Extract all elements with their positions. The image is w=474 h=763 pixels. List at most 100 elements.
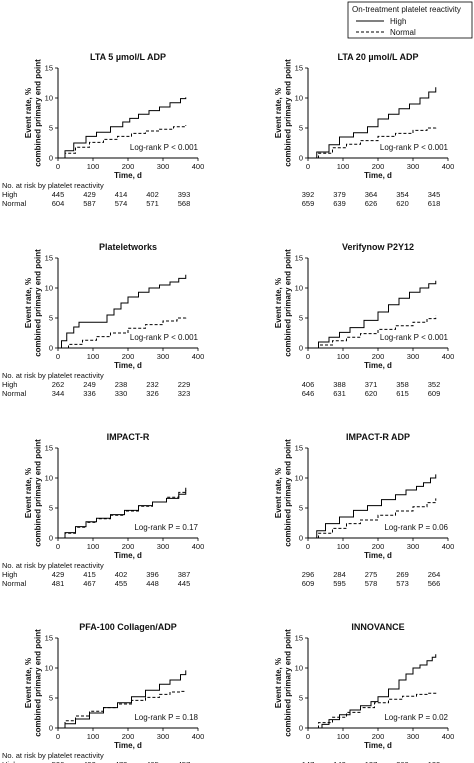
x-tick-label: 100 bbox=[337, 732, 350, 741]
x-tick-label: 300 bbox=[407, 732, 420, 741]
risk-value-high: 249 bbox=[83, 380, 96, 389]
chart-panel-3: Plateletworks 0 5 10 15 0 100 200 300 400 Time, d E… bbox=[2, 242, 204, 398]
y-axis-label-line: combined primary end point bbox=[33, 59, 42, 167]
y-axis-label: Event rate, %combined primary end point bbox=[274, 629, 292, 737]
risk-value-normal: 326 bbox=[146, 389, 159, 398]
series-line-normal bbox=[58, 487, 187, 539]
y-tick-label: 0 bbox=[299, 154, 303, 163]
y-tick-label: 15 bbox=[295, 634, 303, 643]
risk-value-high: 429 bbox=[52, 570, 65, 579]
y-axis-label-line: Event rate, % bbox=[274, 658, 283, 708]
risk-value-high: 262 bbox=[52, 380, 65, 389]
y-tick-label: 0 bbox=[299, 534, 303, 543]
risk-value-normal: 571 bbox=[146, 199, 159, 208]
y-axis-label-line: Event rate, % bbox=[274, 88, 283, 138]
series-line-normal bbox=[308, 692, 437, 729]
series-line-high bbox=[308, 280, 437, 349]
legend-title: On-treatment platelet reactivity bbox=[352, 5, 461, 14]
y-axis-label-line: Event rate, % bbox=[24, 88, 33, 138]
chart-panel-1: LTA 5 µmol/L ADP 0 5 10 15 0 100 200 300 400 Time,… bbox=[2, 52, 204, 208]
risk-value-normal: 574 bbox=[115, 199, 128, 208]
risk-value-normal: 445 bbox=[178, 579, 191, 588]
panel-title: IMPACT-R ADP bbox=[346, 432, 410, 442]
x-tick-label: 300 bbox=[157, 732, 170, 741]
x-tick-label: 400 bbox=[442, 542, 455, 551]
x-axis-label: Time, d bbox=[364, 171, 392, 180]
logrank-annotation: Log-rank P = 0.06 bbox=[384, 523, 448, 532]
legend-label-high: High bbox=[390, 17, 406, 26]
x-tick-label: 300 bbox=[157, 352, 170, 361]
logrank-annotation: Log-rank P = 0.02 bbox=[384, 713, 448, 722]
y-axis-label-line: Event rate, % bbox=[24, 658, 33, 708]
risk-value-high: 137 bbox=[365, 760, 378, 763]
risk-value-normal: 595 bbox=[333, 579, 346, 588]
y-axis-label-line: combined primary end point bbox=[283, 629, 292, 737]
panel-title: INNOVANCE bbox=[351, 622, 404, 632]
risk-table: No. at risk by platelet reactivityHighNo… bbox=[2, 751, 190, 763]
series-line-normal bbox=[58, 316, 187, 349]
risk-value-high: 396 bbox=[146, 570, 159, 579]
x-tick-label: 200 bbox=[372, 542, 385, 551]
risk-value-high: 393 bbox=[178, 190, 191, 199]
y-tick-label: 15 bbox=[295, 64, 303, 73]
y-tick-label: 5 bbox=[49, 124, 53, 133]
risk-header: No. at risk by platelet reactivity bbox=[2, 561, 104, 570]
risk-value-normal: 639 bbox=[333, 199, 346, 208]
y-tick-label: 10 bbox=[45, 94, 53, 103]
y-tick-label: 10 bbox=[295, 94, 303, 103]
risk-value-high: 354 bbox=[396, 190, 409, 199]
x-tick-label: 0 bbox=[306, 352, 310, 361]
logrank-annotation: Log-rank P < 0.001 bbox=[380, 143, 449, 152]
risk-value-high: 147 bbox=[302, 760, 315, 763]
x-tick-label: 200 bbox=[122, 542, 135, 551]
risk-value-high: 402 bbox=[115, 570, 128, 579]
risk-row-label-normal: Normal bbox=[2, 199, 27, 208]
risk-row-label-normal: Normal bbox=[2, 579, 27, 588]
series-line-normal bbox=[308, 315, 437, 349]
risk-value-high: 264 bbox=[428, 570, 441, 579]
risk-value-normal: 344 bbox=[52, 389, 65, 398]
risk-value-high: 229 bbox=[178, 380, 191, 389]
x-tick-label: 0 bbox=[306, 162, 310, 171]
risk-value-high: 269 bbox=[396, 760, 409, 763]
x-tick-label: 400 bbox=[192, 732, 205, 741]
x-tick-label: 400 bbox=[442, 352, 455, 361]
y-axis-label: Event rate, %combined primary end point bbox=[24, 59, 42, 167]
risk-value-normal: 467 bbox=[83, 579, 96, 588]
panel-title: IMPACT-R bbox=[107, 432, 150, 442]
x-tick-label: 0 bbox=[56, 162, 60, 171]
x-tick-label: 300 bbox=[407, 352, 420, 361]
y-tick-label: 15 bbox=[295, 254, 303, 263]
y-tick-label: 10 bbox=[295, 284, 303, 293]
y-tick-label: 10 bbox=[45, 284, 53, 293]
risk-value-normal: 587 bbox=[83, 199, 96, 208]
risk-value-normal: 615 bbox=[396, 389, 409, 398]
x-axis-label: Time, d bbox=[114, 361, 142, 370]
risk-header: No. at risk by platelet reactivity bbox=[2, 181, 104, 190]
risk-value-high: 352 bbox=[428, 380, 441, 389]
logrank-annotation: Log-rank P < 0.001 bbox=[130, 333, 199, 342]
y-tick-label: 0 bbox=[299, 344, 303, 353]
risk-value-normal: 609 bbox=[428, 389, 441, 398]
series-line-high bbox=[308, 654, 437, 729]
series-line-high bbox=[308, 87, 437, 159]
risk-value-normal: 323 bbox=[178, 389, 191, 398]
y-tick-label: 15 bbox=[45, 444, 53, 453]
risk-value-normal: 573 bbox=[396, 579, 409, 588]
chart-panel-7: PFA-100 Collagen/ADP 0 5 10 15 0 100 200 300 400 T… bbox=[2, 622, 204, 763]
y-tick-label: 5 bbox=[49, 694, 53, 703]
x-tick-label: 100 bbox=[87, 732, 100, 741]
chart-panel-5: IMPACT-R 0 5 10 15 0 100 200 300 400 Time, d Event … bbox=[2, 432, 204, 588]
risk-value-normal: 578 bbox=[365, 579, 378, 588]
chart-panel-2: LTA 20 µmol/L ADP 0 5 10 15 0 100 200 300 400 Time… bbox=[274, 52, 454, 208]
y-axis-label-line: Event rate, % bbox=[274, 468, 283, 518]
risk-value-high: 414 bbox=[115, 190, 128, 199]
risk-value-high: 371 bbox=[365, 380, 378, 389]
risk-value-normal: 481 bbox=[52, 579, 65, 588]
legend: On-treatment platelet reactivity High No… bbox=[347, 1, 473, 39]
logrank-annotation: Log-rank P = 0.17 bbox=[134, 523, 198, 532]
y-axis-label-line: combined primary end point bbox=[283, 249, 292, 357]
risk-value-high: 445 bbox=[52, 190, 65, 199]
series-line-high bbox=[58, 670, 187, 729]
risk-value-high: 345 bbox=[428, 190, 441, 199]
